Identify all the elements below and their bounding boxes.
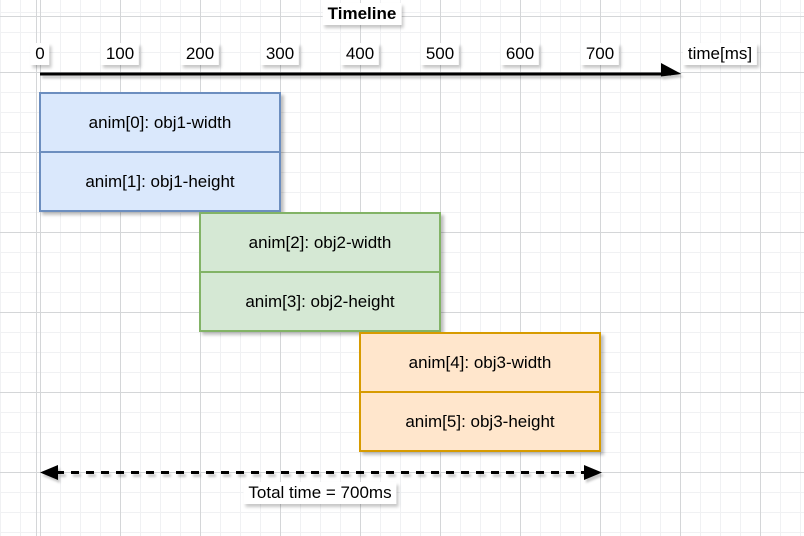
- diagram-title: Timeline: [322, 3, 402, 25]
- axis-tick-200: 200: [180, 43, 220, 65]
- anim-bar-4-label: anim[4]: obj3-width: [408, 352, 552, 372]
- anim-bar-2-label: anim[2]: obj2-width: [248, 232, 392, 252]
- axis-tick-100: 100: [100, 43, 140, 65]
- anim-bar-0: anim[0]: obj1-width: [41, 94, 279, 151]
- axis-tick-300: 300: [260, 43, 300, 65]
- anim-bar-5: anim[5]: obj3-height: [361, 391, 599, 450]
- anim-bar-1-label: anim[1]: obj1-height: [85, 171, 235, 191]
- anim-group-obj3: anim[4]: obj3-width anim[5]: obj3-height: [359, 332, 601, 452]
- anim-bar-1: anim[1]: obj1-height: [41, 151, 279, 210]
- anim-bar-3: anim[3]: obj2-height: [201, 271, 439, 330]
- total-time-arrow: [40, 465, 602, 480]
- anim-bar-3-label: anim[3]: obj2-height: [245, 291, 395, 311]
- anim-bar-4: anim[4]: obj3-width: [361, 334, 599, 391]
- axis-tick-700: 700: [580, 43, 620, 65]
- anim-group-obj2: anim[2]: obj2-width anim[3]: obj2-height: [199, 212, 441, 332]
- anim-bar-5-label: anim[5]: obj3-height: [405, 411, 555, 431]
- anim-bar-2: anim[2]: obj2-width: [201, 214, 439, 271]
- axis-unit-label: time[ms]: [682, 43, 758, 65]
- axis-tick-500: 500: [420, 43, 460, 65]
- anim-bar-0-label: anim[0]: obj1-width: [88, 112, 232, 132]
- axis-tick-400: 400: [340, 43, 380, 65]
- time-axis-arrow: [40, 63, 682, 77]
- anim-group-obj1: anim[0]: obj1-width anim[1]: obj1-height: [39, 92, 281, 212]
- axis-tick-600: 600: [500, 43, 540, 65]
- axis-tick-0: 0: [30, 43, 50, 65]
- total-time-label: Total time = 700ms: [243, 482, 397, 504]
